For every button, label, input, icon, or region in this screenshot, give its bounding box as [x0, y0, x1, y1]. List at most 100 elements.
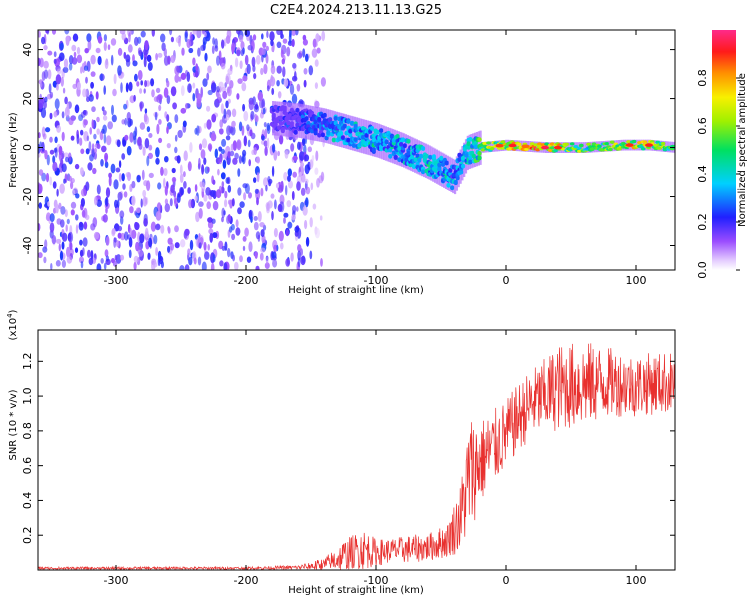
ridge-halo [474, 132, 477, 167]
noise-blob [288, 180, 293, 189]
noise-blob [39, 141, 42, 147]
noise-blob [180, 107, 187, 114]
noise-blob [218, 128, 224, 135]
ridge-peak [645, 143, 653, 147]
spectrogram-marks [38, 30, 675, 270]
noise-blob [268, 181, 272, 187]
noise-blob [102, 110, 107, 116]
noise-blob [163, 168, 168, 176]
noise-blob [176, 193, 181, 204]
noise-blob [113, 73, 117, 85]
noise-blob [271, 165, 275, 177]
noise-blob [294, 226, 300, 233]
noise-blob [257, 91, 263, 102]
ridge-mark [477, 137, 482, 143]
ridge-mark [278, 115, 284, 121]
noise-blob [242, 183, 248, 189]
noise-blob [299, 151, 305, 161]
ridge-mark [459, 169, 464, 175]
noise-blob [276, 80, 280, 87]
noise-blob [104, 152, 109, 162]
noise-blob [69, 242, 73, 251]
noise-blob [253, 104, 260, 113]
noise-blob [119, 254, 125, 261]
spectrogram-y-tick-label: 0 [21, 144, 34, 151]
noise-blob [248, 159, 251, 167]
noise-blob [263, 177, 269, 187]
noise-blob [260, 187, 264, 197]
noise-blob [167, 237, 173, 245]
noise-blob [278, 184, 284, 193]
noise-blob [230, 143, 234, 152]
noise-blob [224, 82, 227, 88]
noise-blob [217, 93, 221, 100]
noise-blob [146, 54, 152, 63]
noise-blob [158, 119, 162, 125]
ridge-mark [609, 140, 615, 144]
noise-blob [302, 39, 308, 46]
noise-blob [316, 178, 320, 188]
noise-blob [232, 157, 238, 165]
noise-blob [284, 150, 289, 159]
ridge-peak [625, 143, 634, 147]
noise-blob [273, 149, 278, 161]
noise-blob [61, 163, 67, 173]
ridge-halo [472, 133, 475, 168]
noise-blob [66, 218, 70, 225]
noise-blob [133, 135, 137, 145]
noise-blob [299, 171, 302, 178]
noise-blob [283, 171, 288, 181]
ridge-mark [277, 125, 282, 131]
noise-blob [239, 255, 243, 263]
ridge-mark [466, 145, 471, 150]
noise-blob [129, 132, 134, 143]
ridge-mark [320, 132, 326, 138]
noise-blob [47, 50, 53, 56]
noise-blob [61, 259, 66, 268]
noise-blob [43, 45, 48, 51]
noise-blob [53, 58, 57, 65]
noise-blob [241, 156, 245, 163]
noise-blob [174, 146, 178, 154]
noise-blob [304, 154, 310, 162]
noise-blob [211, 218, 216, 224]
ridge-halo [585, 142, 588, 153]
noise-blob [266, 137, 270, 149]
noise-blob [102, 214, 108, 223]
noise-blob [291, 190, 295, 201]
noise-blob [235, 219, 239, 228]
noise-blob [123, 51, 127, 59]
snr-y-tick-label: 0.6 [21, 457, 34, 475]
noise-blob [179, 173, 184, 183]
noise-blob [49, 112, 53, 120]
noise-blob [237, 78, 243, 84]
noise-blob [294, 30, 299, 36]
noise-blob [244, 227, 249, 237]
noise-blob [49, 91, 54, 99]
noise-blob [55, 74, 62, 85]
noise-blob [246, 63, 251, 75]
noise-blob [167, 226, 170, 232]
noise-blob [291, 214, 296, 221]
noise-blob [97, 35, 103, 44]
spectrogram-frame [37, 29, 676, 271]
noise-blob [103, 41, 107, 52]
noise-blob [147, 61, 153, 71]
noise-blob [194, 70, 199, 78]
noise-blob [42, 133, 47, 140]
noise-blob [64, 209, 68, 218]
noise-blob [60, 219, 65, 228]
noise-blob [285, 258, 291, 267]
ridge-halo [404, 134, 408, 169]
noise-blob [241, 82, 247, 92]
noise-blob [262, 41, 267, 48]
ridge-mark [607, 147, 614, 152]
noise-blob [195, 63, 199, 72]
noise-blob [186, 38, 191, 49]
noise-blob [266, 30, 269, 38]
noise-blob [316, 47, 321, 54]
ridge-halo [293, 103, 296, 138]
noise-blob [79, 137, 83, 146]
noise-blob [118, 160, 122, 169]
